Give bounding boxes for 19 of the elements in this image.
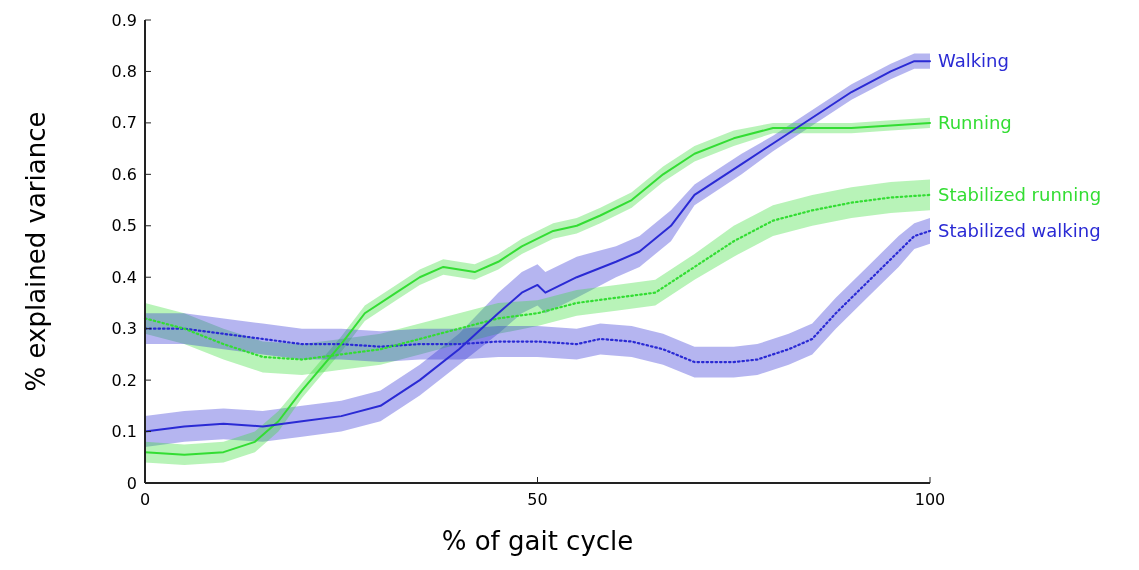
y-tick-label: 0.1 xyxy=(111,422,137,442)
y-tick-label: 0.8 xyxy=(111,62,137,82)
x-tick-label: 0 xyxy=(139,490,151,509)
y-axis-title: % explained variance xyxy=(21,111,51,392)
x-tick-label: 100 xyxy=(914,490,946,509)
y-tick-label: 0.6 xyxy=(111,164,137,184)
y-tick-label: 0.5 xyxy=(111,216,137,236)
y-tick-label: 0.9 xyxy=(111,10,137,30)
series-label: Stabilized walking xyxy=(938,220,1101,242)
series-label: Walking xyxy=(938,50,1009,72)
y-tick-label: 0.2 xyxy=(111,370,137,390)
series-label: Running xyxy=(938,112,1012,134)
x-tick-label: 50 xyxy=(527,490,548,509)
y-tick-label: 0.4 xyxy=(111,267,137,287)
x-axis-title: % of gait cycle xyxy=(441,526,634,556)
y-tick-label: 0.3 xyxy=(111,319,137,339)
y-tick-label: 0 xyxy=(126,473,137,493)
series-label: Stabilized running xyxy=(938,184,1102,206)
y-tick-label: 0.7 xyxy=(111,113,137,133)
